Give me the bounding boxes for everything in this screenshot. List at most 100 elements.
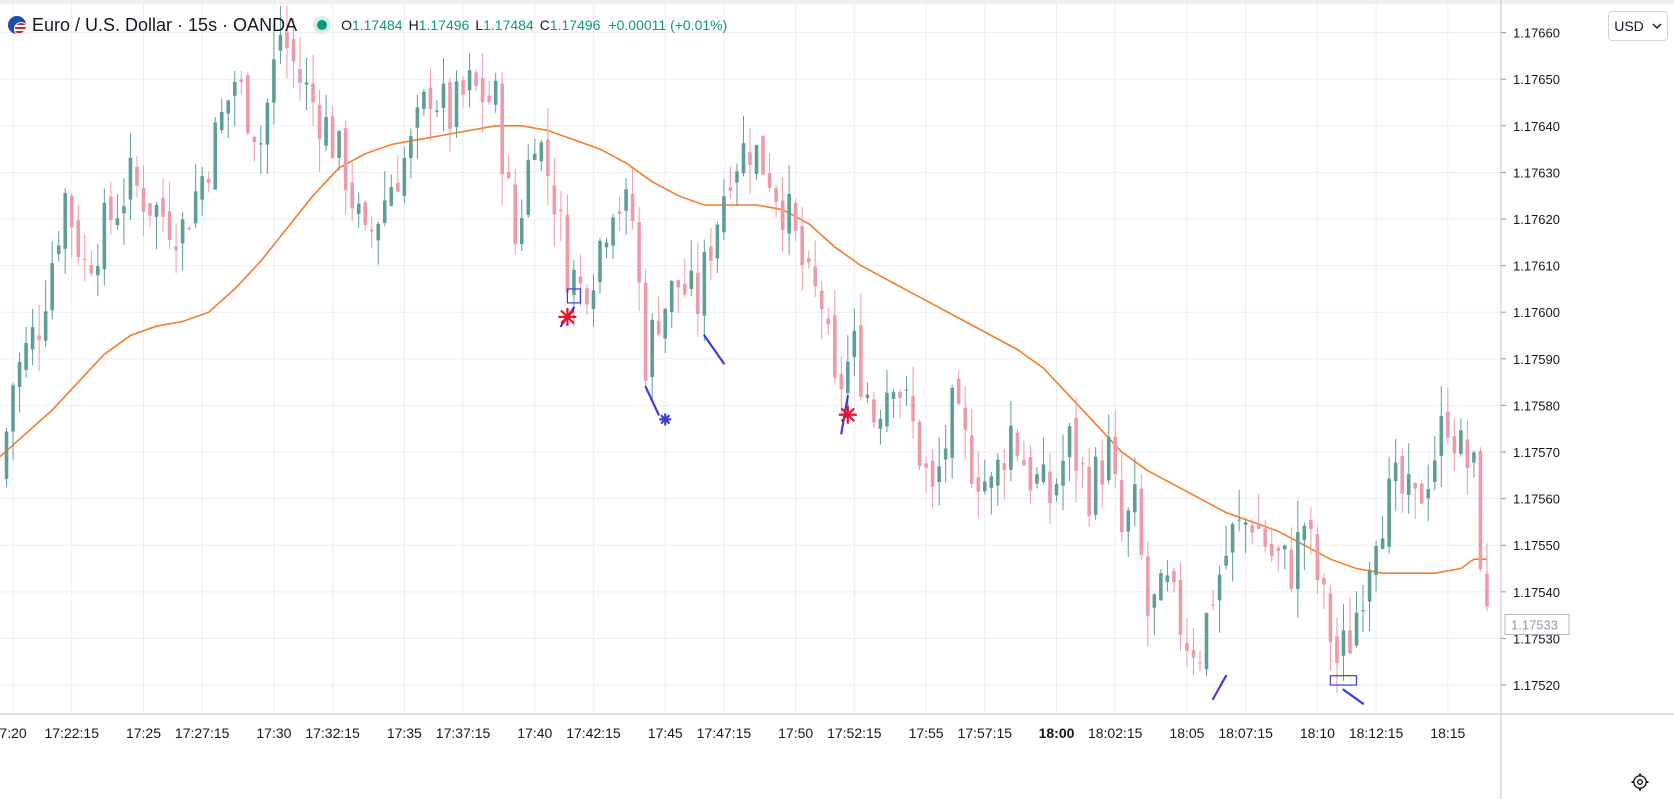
candle-down bbox=[832, 290, 837, 385]
candle-down bbox=[343, 120, 348, 215]
candle-down bbox=[1022, 440, 1026, 466]
asterisk-marker[interactable] bbox=[838, 405, 857, 424]
candle-down bbox=[826, 308, 831, 335]
candle-down bbox=[1309, 507, 1313, 555]
symbol-title[interactable]: Euro / U.S. Dollar · 15s · OANDA bbox=[32, 14, 298, 35]
candle-body bbox=[102, 202, 107, 270]
time-tick-label: 18:00 bbox=[1039, 725, 1075, 741]
candle-body bbox=[487, 95, 491, 102]
candle-body bbox=[1061, 460, 1065, 486]
chart-settings-button[interactable] bbox=[1628, 770, 1652, 794]
candle-body bbox=[643, 282, 648, 381]
market-open-dot-icon bbox=[317, 20, 328, 30]
time-tick-label: 17:57:15 bbox=[958, 725, 1013, 741]
candle-down bbox=[1048, 452, 1052, 525]
price-tick-label: 1.17640 bbox=[1513, 119, 1560, 134]
trend-line-drawing[interactable] bbox=[644, 385, 660, 416]
candle-up bbox=[272, 29, 276, 125]
candle-body bbox=[82, 258, 87, 260]
candle-down bbox=[1322, 573, 1326, 610]
asterisk-stroke bbox=[560, 309, 575, 325]
candle-down bbox=[813, 240, 818, 298]
candle-body bbox=[1067, 426, 1072, 458]
candle-down bbox=[630, 168, 635, 230]
candle-body bbox=[1009, 425, 1013, 470]
candle-down bbox=[37, 304, 41, 372]
candle-body bbox=[1015, 432, 1020, 456]
candle-down bbox=[911, 366, 915, 439]
candle-body bbox=[1172, 570, 1176, 583]
candle-body bbox=[904, 389, 909, 391]
candle-down bbox=[135, 156, 139, 198]
candle-body bbox=[304, 82, 309, 85]
price-change: +0.00011 (+0.01%) bbox=[608, 17, 728, 33]
candle-down bbox=[285, 5, 289, 79]
candle-body bbox=[409, 136, 413, 159]
candle-body bbox=[500, 83, 504, 175]
candle-body bbox=[826, 318, 831, 325]
candle-down bbox=[780, 177, 785, 253]
candle-up bbox=[226, 99, 231, 139]
time-tick-label: 17:40 bbox=[517, 725, 552, 741]
candle-down bbox=[1328, 585, 1333, 671]
last-price-value: 1.17533 bbox=[1511, 617, 1558, 632]
candle-body bbox=[265, 102, 270, 145]
candle-up bbox=[422, 89, 426, 116]
candle-body bbox=[598, 240, 602, 283]
candle-up bbox=[989, 471, 994, 515]
candle-up bbox=[689, 240, 694, 297]
candle-up bbox=[1165, 560, 1170, 592]
candle-up bbox=[1393, 439, 1398, 511]
candle-body bbox=[676, 280, 681, 288]
rectangle-drawing[interactable] bbox=[566, 288, 582, 304]
candle-up bbox=[115, 194, 120, 230]
candle-body bbox=[1159, 573, 1163, 601]
currency-selector-button[interactable]: USD bbox=[1608, 11, 1668, 41]
candle-body bbox=[956, 378, 961, 404]
candle-up bbox=[128, 133, 133, 221]
candle-down bbox=[617, 196, 622, 231]
trend-line-drawing[interactable] bbox=[1342, 688, 1365, 705]
candle-body bbox=[1211, 604, 1215, 606]
candle-body bbox=[298, 69, 302, 83]
candle-body bbox=[1028, 457, 1033, 491]
candle-up bbox=[232, 70, 237, 127]
candle-down bbox=[800, 207, 804, 291]
candle-up bbox=[467, 53, 472, 108]
candle-up bbox=[1472, 450, 1476, 478]
candle-body bbox=[193, 191, 198, 224]
price-axis[interactable]: 1.17520 1.17530 1.17540 1.17550 1.17560 1.175… bbox=[1500, 0, 1570, 799]
candles-layer bbox=[4, 5, 1489, 694]
candle-up bbox=[1282, 544, 1287, 570]
candle-up bbox=[402, 146, 407, 204]
candle-up bbox=[591, 274, 596, 327]
candle-body bbox=[232, 81, 237, 96]
time-tick-label: 17:32:15 bbox=[305, 725, 360, 741]
candle-body bbox=[1367, 569, 1372, 602]
rectangle-drawing[interactable] bbox=[1329, 675, 1358, 686]
candle-down bbox=[1478, 447, 1483, 572]
candle-body bbox=[1198, 662, 1202, 664]
candle-body bbox=[480, 78, 485, 103]
time-tick-label: 18:07:15 bbox=[1218, 725, 1273, 741]
ohlc-high: H1.17496 bbox=[408, 17, 470, 33]
drawings-layer[interactable] bbox=[558, 288, 1365, 705]
asterisk-marker[interactable] bbox=[659, 413, 672, 426]
candle-body bbox=[604, 242, 609, 248]
candle-body bbox=[161, 197, 165, 217]
trend-line-drawing[interactable] bbox=[1211, 674, 1228, 701]
candle-up bbox=[1296, 500, 1300, 618]
candle-down bbox=[709, 227, 713, 281]
candle-up bbox=[722, 179, 726, 241]
candle-body bbox=[937, 466, 941, 483]
trend-line-drawing[interactable] bbox=[703, 334, 726, 365]
candle-body bbox=[454, 81, 459, 127]
asterisk-marker[interactable] bbox=[558, 307, 577, 326]
candle-up bbox=[50, 241, 54, 320]
time-axis[interactable]: 7:20 17:22:15 17:25 17:27:15 17:30 17:32:15 17… bbox=[0, 713, 1674, 741]
candle-body bbox=[585, 288, 589, 305]
price-tick-label: 1.17520 bbox=[1513, 678, 1560, 693]
candle-body bbox=[859, 325, 863, 397]
candle-body bbox=[715, 224, 720, 259]
